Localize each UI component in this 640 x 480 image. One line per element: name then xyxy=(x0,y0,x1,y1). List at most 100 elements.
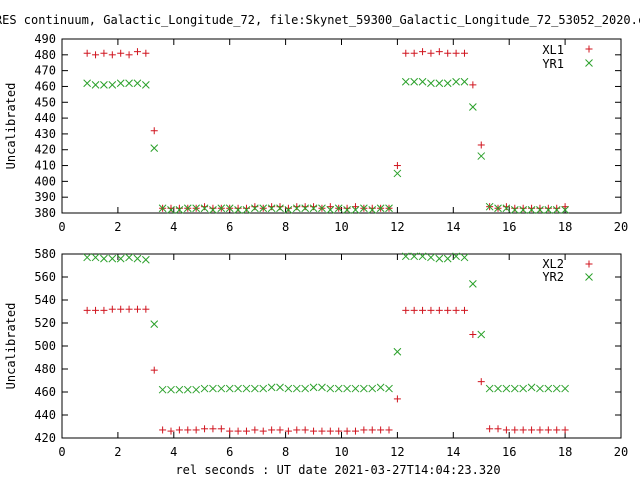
y-tick-label: 540 xyxy=(34,293,56,307)
data-point-yr2 xyxy=(217,384,226,393)
x-tick-label: 0 xyxy=(58,445,65,459)
data-point-xl2 xyxy=(133,305,141,313)
data-point-yr1 xyxy=(469,103,477,111)
x-tick-label: 6 xyxy=(226,220,233,234)
data-point-yr2 xyxy=(502,384,511,393)
data-point-yr2 xyxy=(494,384,502,393)
data-point-xl2 xyxy=(167,427,175,435)
data-point-xl2 xyxy=(175,426,183,434)
data-point-xl2 xyxy=(92,306,100,314)
data-point-xl2 xyxy=(268,426,276,434)
bottom-axis-ticks: 0 2 4 6 8 10 12 14 16 18 20 420 440 460 480 500 520 540 56… xyxy=(34,247,628,459)
data-point-xl2 xyxy=(276,426,284,434)
data-point-yr2 xyxy=(351,384,360,393)
data-point-yr1 xyxy=(477,152,486,160)
data-point-xl1 xyxy=(175,204,183,212)
data-point-yr1 xyxy=(225,204,234,213)
x-tick-label: 8 xyxy=(282,220,289,234)
data-point-yr2 xyxy=(91,253,100,262)
data-point-xl2 xyxy=(83,306,91,314)
data-point-xl2 xyxy=(385,426,393,434)
data-point-xl1 xyxy=(343,204,351,212)
data-point-yr1 xyxy=(234,205,242,214)
data-point-yr2 xyxy=(469,280,477,288)
data-point-xl2 xyxy=(100,306,108,314)
y-tick-label: 410 xyxy=(34,159,56,173)
y-tick-label: 560 xyxy=(34,270,56,284)
y-tick-label: 460 xyxy=(34,385,56,399)
data-point-xl1 xyxy=(167,204,175,212)
x-tick-label: 12 xyxy=(390,445,404,459)
y-tick-label: 580 xyxy=(34,247,56,261)
top-plot-frame xyxy=(61,38,622,214)
data-point-xl1 xyxy=(402,49,410,57)
y-tick-label: 430 xyxy=(34,127,56,141)
x-tick-label: 20 xyxy=(614,445,628,459)
data-point-yr2 xyxy=(309,383,318,392)
y-tick-label: 520 xyxy=(34,316,56,330)
data-point-xl2 xyxy=(234,427,242,435)
data-point-xl1 xyxy=(92,51,100,59)
data-point-yr2 xyxy=(83,253,92,262)
data-point-xl2 xyxy=(519,426,527,434)
y-tick-label: 460 xyxy=(34,79,56,93)
data-point-xl1 xyxy=(108,51,116,59)
data-point-xl2 xyxy=(192,426,200,434)
x-tick-label: 18 xyxy=(558,220,572,234)
data-point-xl1 xyxy=(142,49,150,57)
data-point-xl1 xyxy=(452,49,460,57)
data-point-yr1 xyxy=(175,205,184,214)
data-point-yr1 xyxy=(544,205,553,214)
data-point-xl2 xyxy=(242,427,250,435)
data-point-yr2 xyxy=(393,347,402,356)
data-point-yr2 xyxy=(460,253,469,262)
data-point-xl1 xyxy=(544,204,552,212)
data-point-yr2 xyxy=(427,253,435,262)
data-point-yr2 xyxy=(125,253,133,262)
legend-marker-xl1 xyxy=(585,45,593,53)
data-point-yr2 xyxy=(510,384,519,393)
y-tick-label: 470 xyxy=(34,64,56,78)
data-point-xl2 xyxy=(117,305,125,313)
data-point-xl1 xyxy=(251,203,259,211)
data-point-yr1 xyxy=(209,205,217,214)
data-point-xl1 xyxy=(234,204,242,212)
x-tick-label: 4 xyxy=(170,445,177,459)
x-tick-label: 0 xyxy=(58,220,65,234)
top-data-marks xyxy=(83,48,569,214)
x-tick-label: 8 xyxy=(282,445,289,459)
data-point-xl2 xyxy=(511,426,519,434)
data-point-xl1 xyxy=(427,49,435,57)
data-point-yr1 xyxy=(200,204,209,213)
data-point-yr2 xyxy=(385,384,393,393)
data-point-xl2 xyxy=(351,427,359,435)
bottom-plot-frame xyxy=(61,253,622,439)
data-point-yr2 xyxy=(536,384,544,393)
y-tick-label: 400 xyxy=(34,174,56,188)
x-tick-label: 16 xyxy=(502,445,516,459)
data-point-yr1 xyxy=(485,202,494,211)
bottom-legend: XL2 YR2 xyxy=(542,257,593,284)
data-point-xl2 xyxy=(259,427,267,435)
series-yr1 xyxy=(83,77,569,214)
data-point-xl1 xyxy=(444,49,452,57)
legend-label-xl1: XL1 xyxy=(542,43,564,57)
data-point-yr1 xyxy=(192,204,201,213)
x-tick-label: 6 xyxy=(226,445,233,459)
data-point-yr2 xyxy=(527,383,536,392)
data-point-yr1 xyxy=(251,204,259,213)
bottom-panel: 0 2 4 6 8 10 12 14 16 18 20 420 440 460 480 500 520 540 56… xyxy=(4,247,628,459)
data-point-yr1 xyxy=(452,77,460,86)
data-point-xl1 xyxy=(561,203,569,211)
data-point-xl1 xyxy=(326,203,334,211)
data-point-yr2 xyxy=(334,384,343,393)
data-point-xl2 xyxy=(477,378,485,386)
data-point-xl1 xyxy=(410,49,418,57)
data-point-yr1 xyxy=(267,204,276,213)
data-point-yr1 xyxy=(351,205,360,214)
data-point-yr1 xyxy=(158,204,167,213)
data-point-xl1 xyxy=(469,81,477,89)
x-tick-label: 18 xyxy=(558,445,572,459)
